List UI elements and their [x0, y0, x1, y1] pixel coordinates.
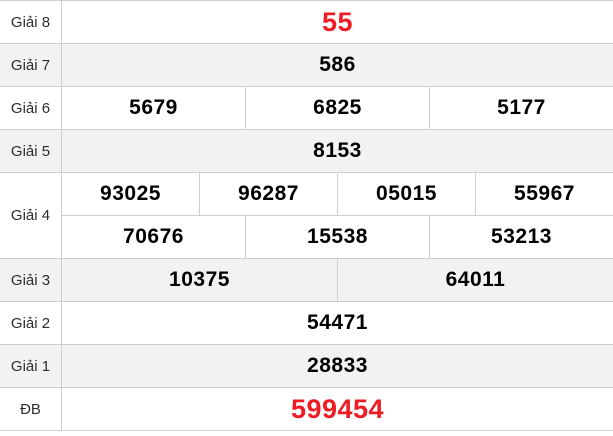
- prize-label: Giải 5: [0, 130, 62, 172]
- table-row: Giải 2 54471: [0, 301, 613, 344]
- prize-values: 28833: [62, 345, 613, 387]
- prize-subrow: 55: [62, 1, 613, 43]
- prize-label: ĐB: [0, 388, 62, 430]
- prize-values: 55: [62, 1, 613, 43]
- table-row: Giải 4 93025 96287 05015 55967 70676 15538 5321…: [0, 172, 613, 258]
- prize-label: Giải 6: [0, 87, 62, 129]
- table-row: Giải 7 586: [0, 43, 613, 86]
- prize-subrow: 5679 6825 5177: [62, 87, 613, 129]
- prize-number: 05015: [337, 173, 475, 215]
- prize-number: 599454: [290, 393, 385, 424]
- prize-number: 28833: [307, 354, 368, 377]
- prize-number: 53213: [429, 216, 613, 258]
- prize-number: 96287: [199, 173, 337, 215]
- prize-label: Giải 7: [0, 44, 62, 86]
- prize-number: 64011: [337, 259, 613, 301]
- prize-label: Giải 3: [0, 259, 62, 301]
- table-row: Giải 3 10375 64011: [0, 258, 613, 301]
- table-row: Giải 8 55: [0, 1, 613, 43]
- prize-number: 586: [319, 53, 356, 76]
- prize-values: 8153: [62, 130, 613, 172]
- prize-subrow: 10375 64011: [62, 259, 613, 301]
- prize-subrow: 599454: [62, 388, 613, 430]
- prize-number: 55: [321, 6, 354, 37]
- table-row: ĐB 599454: [0, 387, 613, 430]
- prize-values: 586: [62, 44, 613, 86]
- prize-label: Giải 2: [0, 302, 62, 344]
- prize-number: 8153: [313, 139, 362, 162]
- prize-values: 93025 96287 05015 55967 70676 15538 53213: [62, 173, 613, 258]
- prize-number: 54471: [307, 311, 368, 334]
- prize-subrow: 54471: [62, 302, 613, 344]
- prize-subrow: 93025 96287 05015 55967: [62, 173, 613, 215]
- table-row: Giải 5 8153: [0, 129, 613, 172]
- prize-subrow: 70676 15538 53213: [62, 215, 613, 258]
- prize-number: 70676: [123, 225, 184, 248]
- prize-number: 6825: [245, 87, 429, 129]
- prize-number: 15538: [245, 216, 429, 258]
- prize-subrow: 28833: [62, 345, 613, 387]
- prize-subrow: 586: [62, 44, 613, 86]
- prize-number: 5679: [129, 96, 178, 119]
- table-row: Giải 6 5679 6825 5177: [0, 86, 613, 129]
- prize-values: 54471: [62, 302, 613, 344]
- prize-number: 5177: [429, 87, 613, 129]
- prize-values: 5679 6825 5177: [62, 87, 613, 129]
- prize-values: 599454: [62, 388, 613, 430]
- prize-values: 10375 64011: [62, 259, 613, 301]
- prize-label: Giải 1: [0, 345, 62, 387]
- prize-number: 55967: [475, 173, 613, 215]
- prize-number: 10375: [169, 268, 230, 291]
- prize-number: 93025: [100, 182, 161, 205]
- table-row: Giải 1 28833: [0, 344, 613, 387]
- prize-label: Giải 4: [0, 173, 62, 258]
- prize-label: Giải 8: [0, 1, 62, 43]
- prize-subrow: 8153: [62, 130, 613, 172]
